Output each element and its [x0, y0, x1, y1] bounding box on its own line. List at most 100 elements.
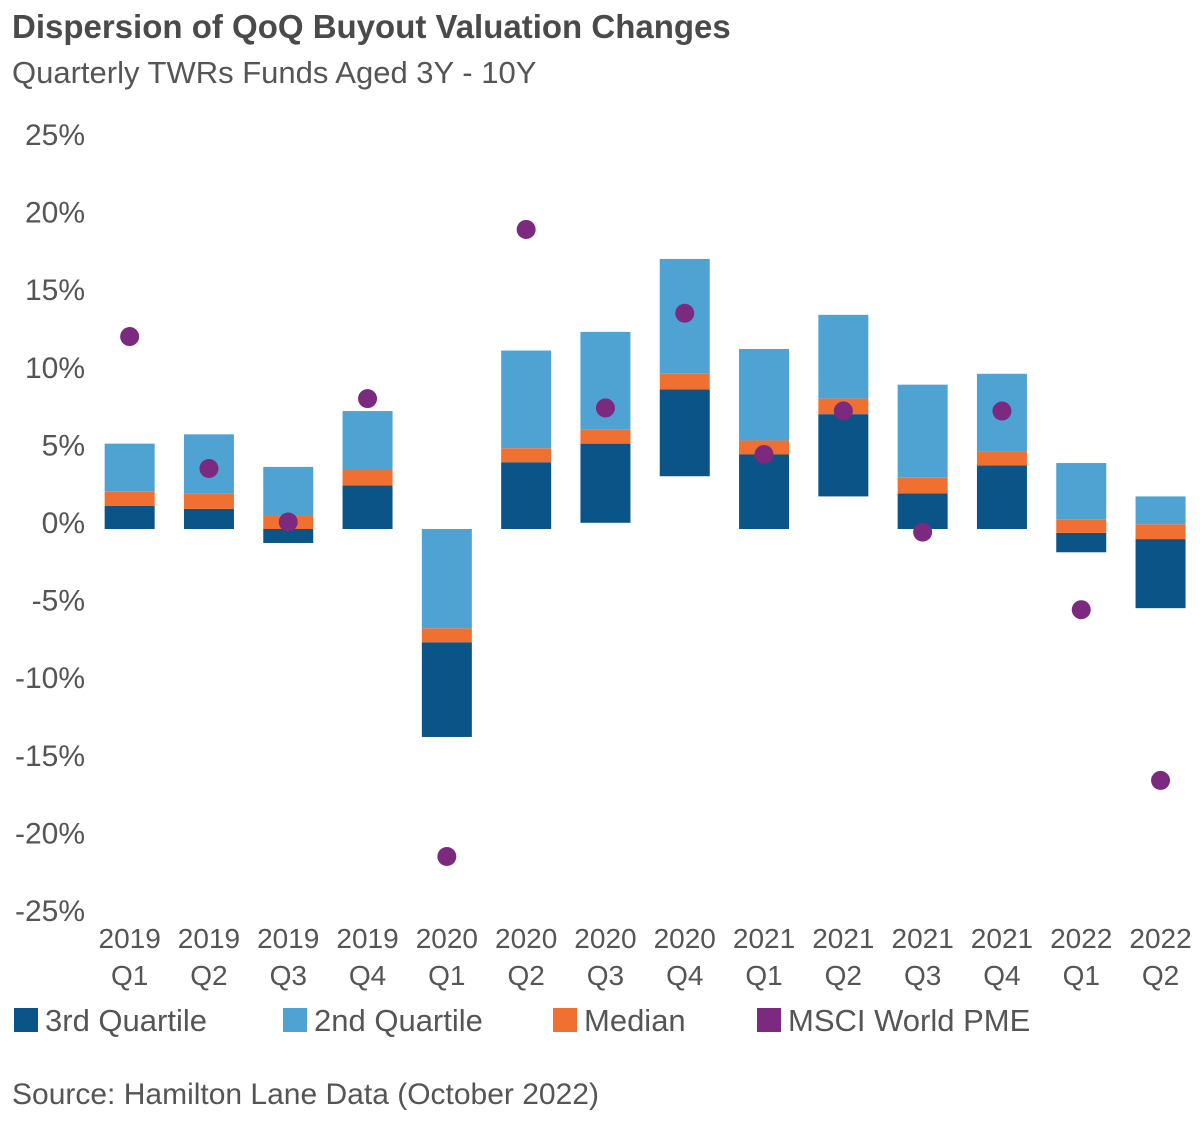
- x-tick-year: 2019: [99, 923, 161, 954]
- median-bar: [501, 448, 552, 463]
- 2nd-quartile-bar: [104, 443, 155, 492]
- source-note: Source: Hamilton Lane Data (October 2022…: [12, 1078, 599, 1111]
- legend-swatch: [757, 1008, 781, 1032]
- y-tick-label: 10%: [25, 352, 85, 385]
- median-bar: [976, 451, 1027, 466]
- legend-label: 3rd Quartile: [45, 1003, 207, 1038]
- 2nd-quartile-bar: [263, 466, 314, 516]
- y-tick-label: 25%: [25, 119, 85, 152]
- x-tick-year: 2019: [257, 923, 319, 954]
- x-tick-year: 2021: [892, 923, 954, 954]
- x-tick-year: 2021: [812, 923, 874, 954]
- x-axis: 2019 Q1 2019 Q2 2019 Q3 2019 Q4 2020 Q1 2020 Q2 2020…: [99, 923, 1192, 991]
- 3rd-quartile-bar: [183, 508, 234, 529]
- 3rd-quartile-bar: [501, 462, 552, 529]
- 3rd-quartile-bar: [580, 443, 631, 523]
- x-tick-year: 2021: [971, 923, 1033, 954]
- median-bar: [659, 373, 710, 390]
- x-tick-quarter: Q3: [270, 960, 307, 991]
- x-tick-quarter: Q1: [1063, 960, 1100, 991]
- chart-subtitle: Quarterly TWRs Funds Aged 3Y - 10Y: [12, 55, 536, 90]
- 2nd-quartile-bar: [342, 411, 393, 471]
- x-tick-quarter: Q4: [983, 960, 1020, 991]
- legend-label: Median: [584, 1003, 686, 1038]
- msci-world-pme-point: [120, 327, 140, 347]
- x-tick-year: 2019: [336, 923, 398, 954]
- y-tick-label: 0%: [42, 507, 85, 540]
- 3rd-quartile-bar: [818, 414, 869, 497]
- msci-world-pme-point: [754, 445, 774, 465]
- legend: 3rd Quartile 2nd Quartile Median MSCI World…: [14, 1003, 1030, 1038]
- msci-world-pme-point: [358, 389, 378, 409]
- msci-world-pme-point: [278, 512, 298, 532]
- y-tick-label: -15%: [15, 740, 85, 773]
- y-tick-label: -20%: [15, 817, 85, 850]
- msci-world-pme-point: [992, 401, 1012, 421]
- 2nd-quartile-bar: [501, 350, 552, 449]
- median-bar: [1135, 524, 1186, 540]
- 3rd-quartile-bar: [1056, 532, 1107, 553]
- legend-swatch: [14, 1008, 38, 1032]
- 3rd-quartile-bar: [739, 454, 790, 529]
- legend-swatch: [283, 1008, 307, 1032]
- plot-area: [104, 219, 1186, 866]
- x-tick-quarter: Q2: [825, 960, 862, 991]
- x-tick-year: 2021: [733, 923, 795, 954]
- 3rd-quartile-bar: [976, 465, 1027, 529]
- msci-world-pme-point: [675, 303, 695, 323]
- legend-label: MSCI World PME: [788, 1003, 1030, 1038]
- x-tick-quarter: Q2: [190, 960, 227, 991]
- 3rd-quartile-bar: [1135, 539, 1186, 609]
- median-bar: [421, 628, 472, 643]
- median-bar: [104, 491, 155, 506]
- msci-world-pme-point: [595, 398, 615, 418]
- y-tick-label: -25%: [15, 895, 85, 928]
- legend-label: 2nd Quartile: [314, 1003, 483, 1038]
- 3rd-quartile-bar: [659, 389, 710, 477]
- x-tick-quarter: Q2: [507, 960, 544, 991]
- y-tick-label: 5%: [42, 429, 85, 462]
- y-tick-label: -5%: [32, 585, 85, 618]
- x-tick-quarter: Q1: [111, 960, 148, 991]
- 3rd-quartile-bar: [104, 505, 155, 529]
- x-tick-quarter: Q1: [745, 960, 782, 991]
- msci-world-pme-point: [199, 458, 219, 478]
- median-bar: [580, 429, 631, 444]
- 2nd-quartile-bar: [739, 348, 790, 441]
- y-tick-label: 20%: [25, 197, 85, 230]
- x-tick-quarter: Q2: [1142, 960, 1179, 991]
- msci-world-pme-point: [1071, 600, 1091, 620]
- median-bar: [897, 477, 948, 494]
- x-tick-year: 2022: [1129, 923, 1191, 954]
- x-tick-quarter: Q4: [349, 960, 386, 991]
- x-tick-quarter: Q3: [587, 960, 624, 991]
- x-tick-quarter: Q1: [428, 960, 465, 991]
- x-tick-year: 2020: [416, 923, 478, 954]
- x-tick-year: 2019: [178, 923, 240, 954]
- x-tick-year: 2022: [1050, 923, 1112, 954]
- x-tick-year: 2020: [654, 923, 716, 954]
- x-tick-year: 2020: [495, 923, 557, 954]
- median-bar: [342, 470, 393, 486]
- median-bar: [183, 493, 234, 509]
- y-axis: 25% 20% 15% 10% 5% 0% -5% -10% -15% -20% -25%: [15, 119, 85, 928]
- 3rd-quartile-bar: [263, 529, 314, 543]
- 2nd-quartile-bar: [1056, 463, 1107, 520]
- msci-world-pme-point: [1151, 770, 1171, 790]
- msci-world-pme-point: [516, 219, 536, 239]
- 2nd-quartile-bar: [818, 314, 869, 399]
- msci-world-pme-point: [913, 522, 933, 542]
- msci-world-pme-point: [833, 401, 853, 421]
- y-tick-label: -10%: [15, 662, 85, 695]
- legend-swatch: [553, 1008, 577, 1032]
- chart-title: Dispersion of QoQ Buyout Valuation Chang…: [12, 8, 731, 45]
- y-tick-label: 15%: [25, 274, 85, 307]
- 2nd-quartile-bar: [1135, 496, 1186, 525]
- x-tick-year: 2020: [574, 923, 636, 954]
- 2nd-quartile-bar: [421, 529, 472, 629]
- median-bar: [1056, 519, 1107, 533]
- 3rd-quartile-bar: [421, 642, 472, 737]
- x-tick-quarter: Q4: [666, 960, 703, 991]
- msci-world-pme-point: [437, 846, 457, 866]
